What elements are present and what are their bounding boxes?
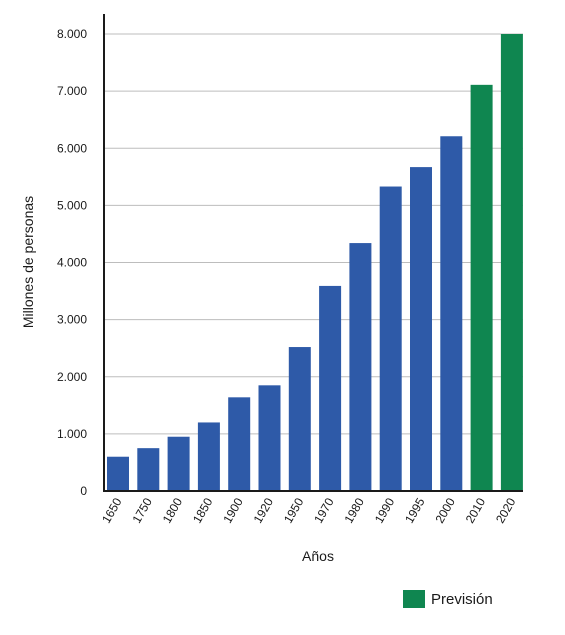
bar — [470, 84, 493, 491]
y-tick-label: 2.000 — [57, 370, 87, 384]
x-tick-labels: 1650 1750 1800 1850 1900 1920 1950 1970 1980 1990… — [99, 495, 519, 525]
y-tick-labels: 0 1.000 2.000 3.000 4.000 5.000 6.000 7.000 8.00… — [57, 27, 87, 498]
bar — [258, 385, 281, 491]
y-axis-title: Millones de personas — [20, 196, 36, 328]
bar — [500, 34, 523, 491]
bar — [319, 285, 342, 491]
x-axis-title: Años — [302, 548, 334, 564]
legend-swatch-forecast — [403, 590, 425, 608]
x-tick-label: 1970 — [311, 495, 337, 525]
bar — [107, 456, 129, 491]
x-tick-label: 1750 — [129, 495, 155, 525]
bar — [197, 422, 220, 491]
bar — [379, 186, 402, 491]
legend-label-forecast: Previsión — [431, 590, 493, 608]
x-tick-label: 1995 — [402, 495, 428, 525]
y-tick-label: 4.000 — [57, 256, 87, 270]
y-tick-label: 8.000 — [57, 27, 87, 41]
y-tick-label: 5.000 — [57, 198, 87, 212]
bar — [288, 347, 311, 491]
legend: Previsión — [403, 590, 493, 608]
x-tick-label: 2000 — [432, 495, 458, 525]
y-tick-label: 0 — [80, 484, 87, 498]
y-tick-label: 7.000 — [57, 84, 87, 98]
x-tick-label: 1950 — [281, 495, 307, 525]
x-tick-label: 1850 — [190, 495, 216, 525]
x-tick-label: 2010 — [463, 495, 489, 525]
bar — [440, 136, 463, 491]
x-tick-label: 1650 — [99, 495, 125, 525]
gridlines — [104, 33, 523, 435]
x-tick-label: 1920 — [251, 495, 277, 525]
bar — [228, 397, 251, 491]
x-tick-label: 1800 — [160, 495, 186, 525]
bar — [137, 448, 160, 491]
x-tick-label: 2020 — [493, 495, 519, 525]
x-tick-label: 1980 — [342, 495, 368, 525]
y-tick-label: 1.000 — [57, 427, 87, 441]
bar — [167, 436, 190, 491]
y-tick-label: 3.000 — [57, 313, 87, 327]
x-tick-label: 1900 — [220, 495, 246, 525]
bar — [410, 167, 432, 491]
y-tick-label: 6.000 — [57, 141, 87, 155]
bar — [349, 243, 372, 491]
x-tick-label: 1990 — [372, 495, 398, 525]
axes — [103, 14, 523, 492]
bars — [107, 34, 523, 491]
